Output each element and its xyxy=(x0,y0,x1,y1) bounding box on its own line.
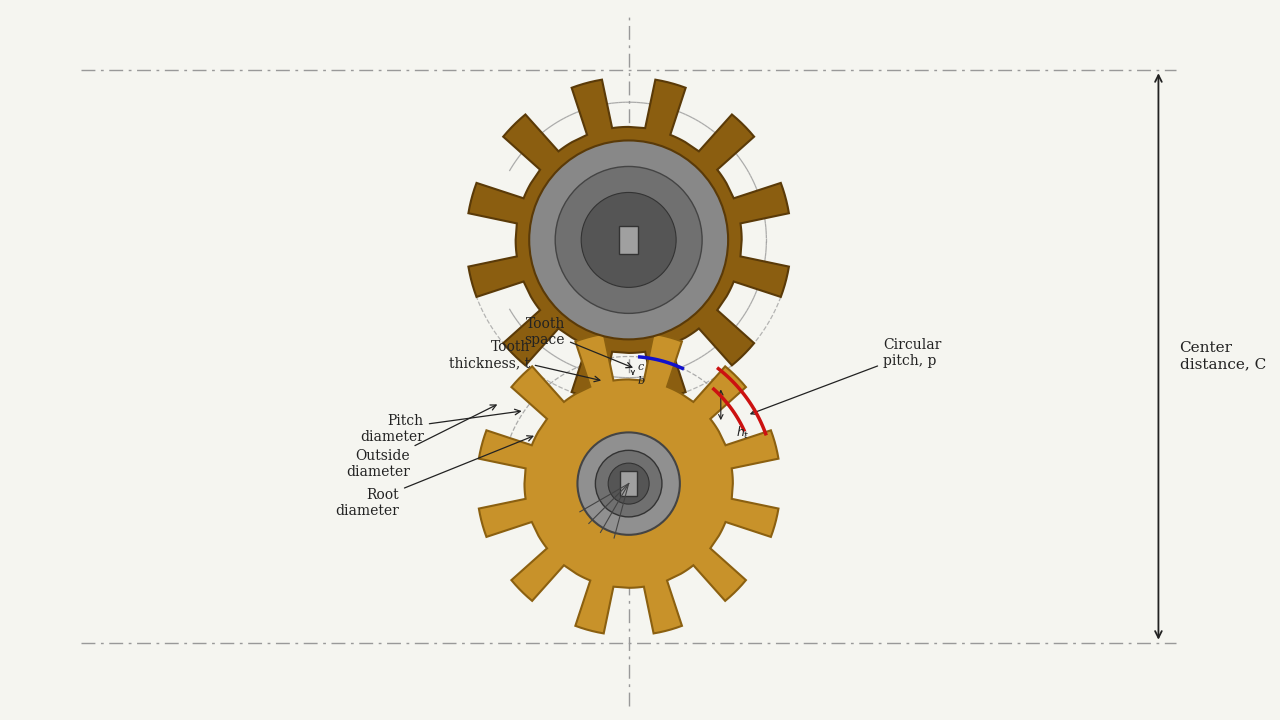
Text: c: c xyxy=(637,362,644,372)
Circle shape xyxy=(581,192,676,287)
Circle shape xyxy=(577,433,680,535)
Text: Root
diameter: Root diameter xyxy=(335,436,532,518)
Text: Tooth
thickness, t: Tooth thickness, t xyxy=(449,340,600,382)
Text: $h_t$: $h_t$ xyxy=(736,425,750,441)
Text: Circular
pitch, p: Circular pitch, p xyxy=(751,338,941,415)
Polygon shape xyxy=(468,80,788,400)
Circle shape xyxy=(595,450,662,517)
Polygon shape xyxy=(479,334,778,634)
Circle shape xyxy=(529,140,728,339)
Text: Tooth
space: Tooth space xyxy=(525,317,632,368)
Text: Outside
diameter: Outside diameter xyxy=(346,405,497,480)
Text: Center
distance, C: Center distance, C xyxy=(1180,341,1266,372)
Circle shape xyxy=(556,166,703,313)
Bar xyxy=(620,226,639,253)
Text: b: b xyxy=(637,376,645,386)
Bar xyxy=(621,472,637,496)
Circle shape xyxy=(608,463,649,504)
Text: Pitch
diameter: Pitch diameter xyxy=(360,409,521,444)
